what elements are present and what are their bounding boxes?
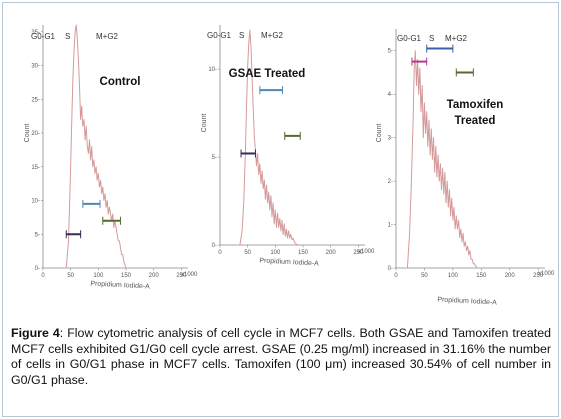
x-tick-label-control-3: 150 xyxy=(121,273,132,279)
histogram-line-tamoxifen xyxy=(406,50,478,269)
flow-cytometry-plots: 0- 5- 10- 15- 20- 25- 30- 35- 0 50 100 150 200 250 x10… xyxy=(17,13,555,311)
gate-marker-control-2 xyxy=(102,216,121,225)
x-multiplier-gsae: x1000 xyxy=(358,249,375,255)
caption-text: : Flow cytometric analysis of cell cycle… xyxy=(11,326,551,387)
y-tick-label-control-0: 0- xyxy=(35,266,40,272)
x-tick-label-tamoxifen-3: 150 xyxy=(476,273,487,279)
y-tick-label-control-2: 10- xyxy=(31,199,40,205)
x-tick-label-gsae-0: 0 xyxy=(218,250,222,256)
histogram-control-svg: 0- 5- 10- 15- 20- 25- 30- 35- 0 50 100 150 200 250x10… xyxy=(24,24,198,291)
x-tick-label-control-0: 0 xyxy=(41,273,45,279)
y-tick-label-tamoxifen-0: 0- xyxy=(388,266,393,272)
y-tick-label-gsae-0: 0- xyxy=(212,243,217,249)
y-axis-title-control: Count xyxy=(24,124,31,143)
panel-title-control: Control xyxy=(100,76,141,88)
x-multiplier-tamoxifen: x1000 xyxy=(538,271,555,277)
x-tick-label-control-5: 250 xyxy=(176,273,187,279)
histogram-panel-control: 0- 5- 10- 15- 20- 25- 30- 35- 0 50 100 150 200 250 x10… xyxy=(17,13,198,311)
x-tick-label-control-4: 200 xyxy=(149,273,160,279)
x-tick-label-tamoxifen-1: 50 xyxy=(421,273,428,279)
y-tick-label-control-5: 25- xyxy=(31,97,40,103)
phase-label-gsae-2: M+G2 xyxy=(261,31,284,40)
gate-marker-tamoxifen-2 xyxy=(455,68,474,77)
x-tick-label-gsae-3: 150 xyxy=(298,250,309,256)
y-tick-label-tamoxifen-5: 5- xyxy=(388,49,393,55)
y-axis-title-gsae: Count xyxy=(201,114,208,133)
panel-title-gsae: GSAE Treated xyxy=(229,68,306,80)
y-tick-label-control-7: 35- xyxy=(31,30,40,36)
x-axis-title-gsae: Propidium Iodide-A xyxy=(259,257,319,267)
x-tick-label-tamoxifen-2: 100 xyxy=(448,273,459,279)
gate-marker-gsae-1 xyxy=(259,86,284,95)
x-tick-label-gsae-1: 50 xyxy=(244,250,251,256)
x-axis-title-tamoxifen: Propidium Iodide-A xyxy=(437,296,497,306)
histogram-line-gsae xyxy=(239,29,298,246)
gate-marker-gsae-0 xyxy=(240,149,256,158)
phase-label-gsae-0: G0-G1 xyxy=(207,31,232,40)
phase-label-control-0: G0-G1 xyxy=(31,32,56,41)
x-tick-label-tamoxifen-5: 250 xyxy=(533,273,544,279)
caption-label: Figure 4 xyxy=(11,326,60,340)
panel-title-line2-tamoxifen: Treated xyxy=(455,115,496,127)
histogram-panel-gsae: 0- 5- 10- 0 50 100 150 200 250 x1000 Count Propidiu… xyxy=(199,13,375,311)
x-axis-title-control: Propidium Iodide-A xyxy=(90,280,150,290)
y-tick-label-control-4: 20- xyxy=(31,131,40,137)
phase-label-gsae-1: S xyxy=(239,31,244,40)
histogram-line-control xyxy=(65,24,127,269)
phase-label-tamoxifen-1: S xyxy=(429,34,434,43)
figure-caption: Figure 4: Flow cytometric analysis of ce… xyxy=(11,326,551,388)
gate-marker-tamoxifen-1 xyxy=(426,44,454,53)
x-tick-label-gsae-2: 100 xyxy=(270,250,281,256)
x-tick-label-control-2: 100 xyxy=(93,273,104,279)
y-tick-label-gsae-1: 5- xyxy=(212,155,217,161)
x-tick-label-control-1: 50 xyxy=(67,273,74,279)
y-tick-label-tamoxifen-3: 3- xyxy=(388,136,393,142)
gate-marker-control-1 xyxy=(82,199,101,208)
gate-marker-control-0 xyxy=(65,230,82,239)
y-tick-label-gsae-2: 10- xyxy=(208,67,217,73)
y-tick-label-control-1: 5- xyxy=(35,232,40,238)
y-axis-title-tamoxifen: Count xyxy=(376,124,383,143)
phase-label-tamoxifen-2: M+G2 xyxy=(445,34,468,43)
x-multiplier-control: x1000 xyxy=(181,272,198,278)
x-tick-label-gsae-5: 250 xyxy=(353,250,364,256)
phase-label-tamoxifen-0: G0-G1 xyxy=(397,34,422,43)
x-tick-label-tamoxifen-0: 0 xyxy=(394,273,398,279)
x-tick-label-gsae-4: 200 xyxy=(326,250,337,256)
y-tick-label-control-6: 30- xyxy=(31,64,40,70)
y-tick-label-tamoxifen-1: 1- xyxy=(388,223,393,229)
gate-marker-tamoxifen-0 xyxy=(411,57,428,66)
y-tick-label-control-3: 15- xyxy=(31,165,40,171)
x-tick-label-tamoxifen-4: 200 xyxy=(505,273,516,279)
phase-label-control-1: S xyxy=(65,32,70,41)
panel-title-line1-tamoxifen: Tamoxifen xyxy=(447,99,504,111)
gate-marker-gsae-2 xyxy=(284,131,301,140)
y-tick-label-tamoxifen-4: 4- xyxy=(388,92,393,98)
y-tick-label-tamoxifen-2: 2- xyxy=(388,179,393,185)
phase-label-control-2: M+G2 xyxy=(96,32,119,41)
histogram-panel-tamoxifen: 0- 1- 2- 3- 4- 5- 0 50 100 150 200 250 x1000 Count Pro… xyxy=(375,13,555,311)
